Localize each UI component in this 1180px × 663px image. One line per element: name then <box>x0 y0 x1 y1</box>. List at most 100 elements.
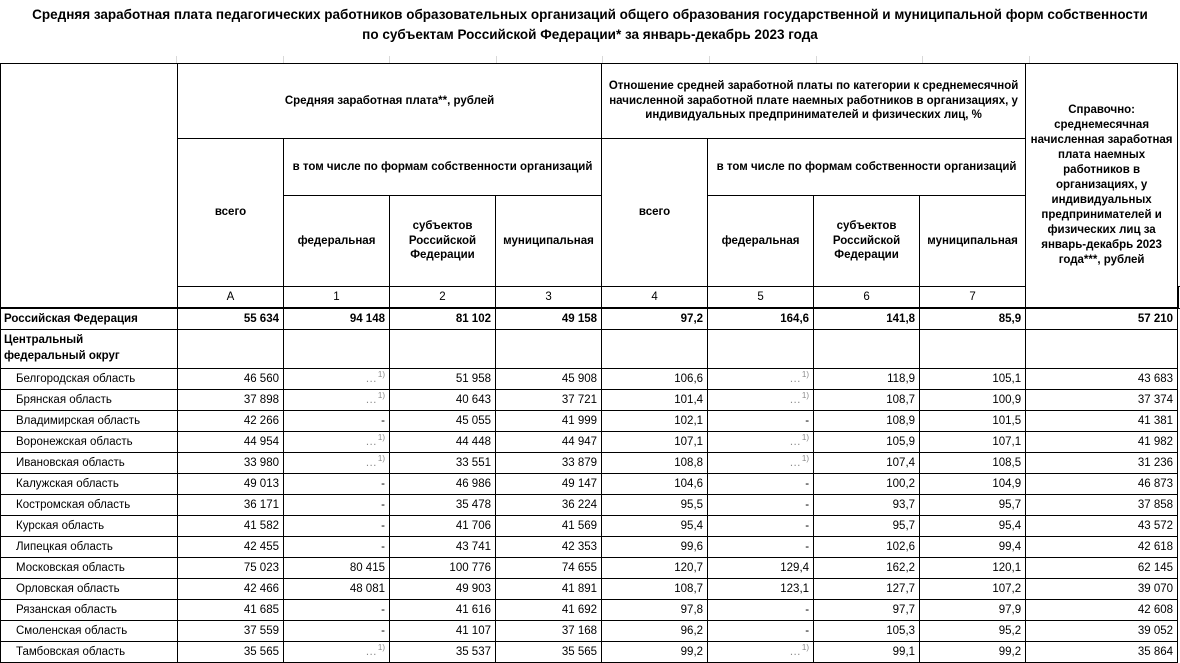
value-cell: 57 210 <box>1025 307 1179 330</box>
value-cell: 100 776 <box>389 557 496 579</box>
region-name-cell: Белгородская область <box>0 368 178 390</box>
value-cell: - <box>707 599 815 621</box>
value-cell: …1) <box>707 431 815 453</box>
value-cell: - <box>283 599 390 621</box>
value-cell: 127,7 <box>813 578 921 600</box>
value-cell: 31 236 <box>1025 452 1179 474</box>
value-cell <box>919 329 1027 369</box>
value-cell: 95,7 <box>813 515 921 537</box>
value-cell: 55 634 <box>177 307 284 330</box>
footnote-marker: 1) <box>377 391 385 401</box>
column-number: 4 <box>601 286 709 309</box>
value-cell: 95,2 <box>919 620 1027 642</box>
value-cell: …1) <box>283 389 390 411</box>
value-cell: 41 616 <box>389 599 496 621</box>
value-cell: 62 145 <box>1025 557 1179 579</box>
footnote-marker: 1) <box>801 643 810 653</box>
value-cell: 95,4 <box>601 515 709 537</box>
footnote-marker: 1) <box>377 433 385 443</box>
value-cell: 108,7 <box>813 389 921 411</box>
value-cell <box>601 329 709 369</box>
value-cell: 35 478 <box>389 494 496 516</box>
value-cell: 44 448 <box>389 431 496 453</box>
value-cell: 104,9 <box>919 473 1027 495</box>
value-cell: 97,7 <box>813 599 921 621</box>
table-body: Российская Федерация 55 634 94 148 81 102 49… <box>0 307 1179 663</box>
table-row: Костромская область 36 171-35 478 36 224 95… <box>0 494 1179 516</box>
table-row: Белгородская область 46 560 …1) 51 958 45 90… <box>0 368 1179 390</box>
corner-cell <box>0 63 178 309</box>
value-cell: 49 903 <box>389 578 496 600</box>
value-cell: 49 147 <box>494 473 603 495</box>
table-row: Московская область 75 023 80 415 100 776 74 … <box>0 557 1179 579</box>
value-cell: 37 374 <box>1025 389 1179 411</box>
value-cell: 100,9 <box>919 389 1027 411</box>
value-cell: 97,9 <box>919 599 1027 621</box>
value-cell: - <box>283 515 390 537</box>
table-row: Орловская область 42 466 48 081 49 903 41 89… <box>0 578 1179 600</box>
footnote-marker: 1) <box>377 454 385 464</box>
value-cell: 41 982 <box>1025 431 1179 453</box>
region-name-cell: Рязанская область <box>0 599 178 621</box>
value-cell: 40 643 <box>389 389 496 411</box>
value-cell: 43 741 <box>389 536 496 558</box>
table-row: Рязанская область 41 685-41 616 41 692 97,8… <box>0 599 1179 621</box>
value-cell: …1) <box>707 641 815 663</box>
table-row: Смоленская область 37 559-41 107 37 168 96,… <box>0 620 1179 642</box>
value-cell: 105,9 <box>813 431 921 453</box>
footnote-marker: 1) <box>801 454 810 464</box>
value-cell: 36 224 <box>494 494 603 516</box>
value-cell: - <box>283 620 390 642</box>
footnote-marker: 1) <box>377 370 385 380</box>
table-row: Тамбовская область 35 565 …1) 35 537 35 565 9… <box>0 641 1179 663</box>
value-cell: 35 565 <box>177 641 284 663</box>
value-cell: 41 706 <box>389 515 496 537</box>
value-cell <box>1025 329 1179 369</box>
subheader-total-ratio: всего <box>601 138 709 287</box>
table-row: Владимирская область 42 266-45 055 41 999 1… <box>0 410 1179 432</box>
subheader-total-salary: всего <box>177 138 284 287</box>
value-cell: 99,4 <box>919 536 1027 558</box>
value-cell: - <box>707 536 815 558</box>
value-cell: 37 898 <box>177 389 284 411</box>
table-row: Центральный федеральный округ <box>0 329 1179 369</box>
value-cell: 39 052 <box>1025 620 1179 642</box>
value-cell: - <box>707 494 815 516</box>
region-name-cell: Брянская область <box>0 389 178 411</box>
group-header-reference: Справочно: среднемесячная начисленная за… <box>1025 63 1179 309</box>
value-cell: 162,2 <box>813 557 921 579</box>
footnote-marker: 1) <box>801 391 810 401</box>
value-cell: 37 721 <box>494 389 603 411</box>
value-cell: 108,7 <box>601 578 709 600</box>
region-name-cell: Ивановская область <box>0 452 178 474</box>
value-cell: 105,3 <box>813 620 921 642</box>
value-cell: 94 148 <box>283 307 390 330</box>
column-number: 2 <box>389 286 496 309</box>
value-cell: 99,1 <box>813 641 921 663</box>
value-cell: 42 266 <box>177 410 284 432</box>
column-number: 3 <box>494 286 603 309</box>
value-cell: 107,1 <box>601 431 709 453</box>
subheader-by-ownership-ratio: в том числе по формам собственности орга… <box>707 138 1027 196</box>
value-cell: 107,1 <box>919 431 1027 453</box>
value-cell <box>177 329 284 369</box>
subheader-regional-ratio: субъектов Российской Федерации <box>813 195 921 287</box>
footnote-marker: 1) <box>801 433 810 443</box>
value-cell: 49 013 <box>177 473 284 495</box>
region-name-cell: Московская область <box>0 557 178 579</box>
value-cell: 41 381 <box>1025 410 1179 432</box>
value-cell: 108,9 <box>813 410 921 432</box>
value-cell: 41 999 <box>494 410 603 432</box>
value-cell: 107,4 <box>813 452 921 474</box>
value-cell: 85,9 <box>919 307 1027 330</box>
value-cell: 129,4 <box>707 557 815 579</box>
value-cell: 37 168 <box>494 620 603 642</box>
value-cell: 141,8 <box>813 307 921 330</box>
value-cell: 41 685 <box>177 599 284 621</box>
value-cell: 107,2 <box>919 578 1027 600</box>
value-cell: 42 618 <box>1025 536 1179 558</box>
value-cell: 33 879 <box>494 452 603 474</box>
salary-table: Средняя заработная плата**, рублей Отнош… <box>0 63 1179 663</box>
region-name-cell: Владимирская область <box>0 410 178 432</box>
